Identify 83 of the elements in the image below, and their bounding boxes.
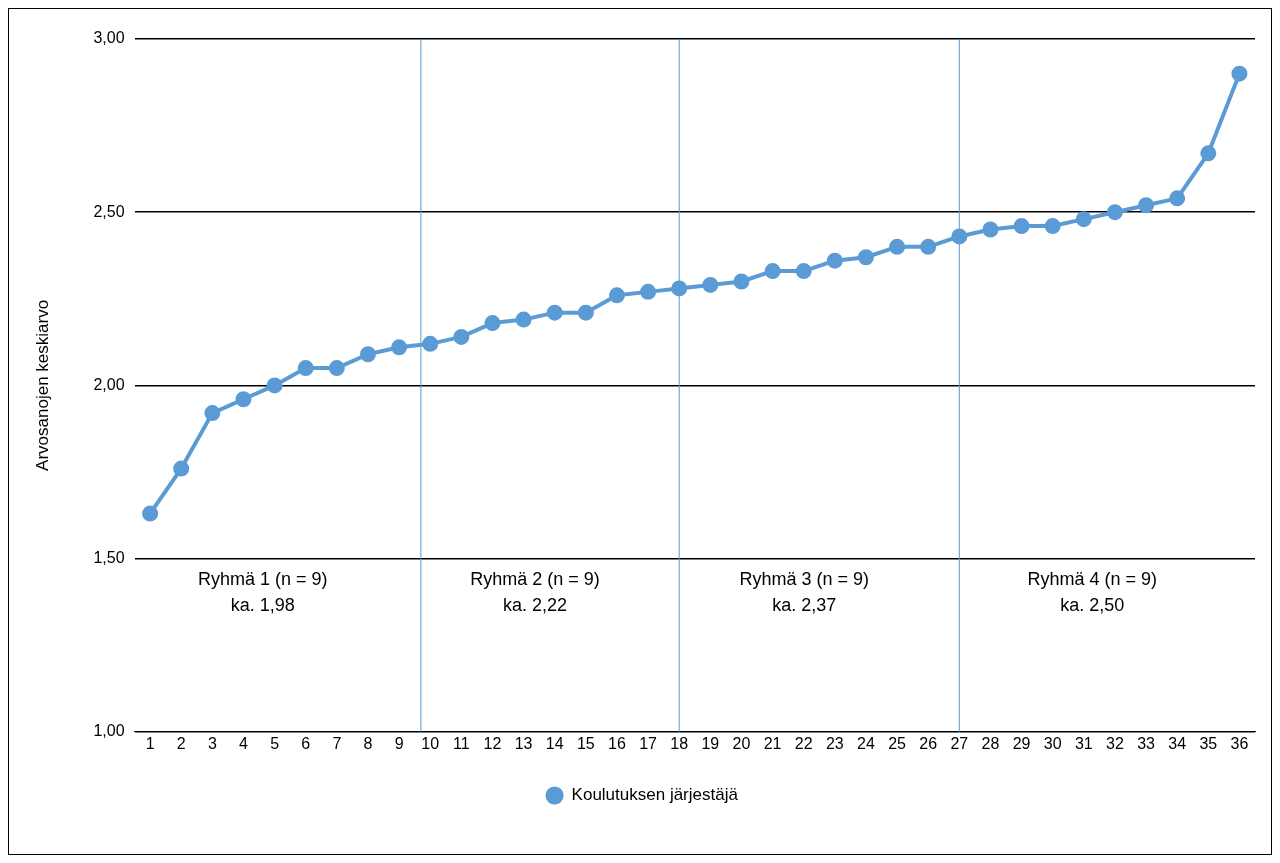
- point: [795, 263, 812, 280]
- x-tick-label: 14: [545, 734, 564, 752]
- x-tick-label: 3: [207, 734, 217, 752]
- x-tick-label: 10: [421, 734, 440, 752]
- point: [484, 315, 501, 332]
- point: [1013, 218, 1030, 235]
- x-tick-label: 4: [239, 734, 249, 752]
- point: [640, 283, 657, 300]
- point: [920, 238, 937, 255]
- y-tick-label: 1,00: [93, 722, 125, 740]
- point: [702, 276, 719, 293]
- x-tick-label: 28: [981, 734, 1000, 752]
- point: [857, 249, 874, 266]
- point: [577, 304, 594, 321]
- point: [1200, 145, 1217, 162]
- y-tick-label: 2,50: [93, 202, 125, 220]
- point: [1138, 197, 1155, 214]
- x-tick-label: 1: [145, 734, 155, 752]
- point: [764, 263, 781, 280]
- x-tick-label: 29: [1012, 734, 1031, 752]
- point: [515, 311, 532, 328]
- point: [266, 377, 283, 394]
- x-tick-label: 16: [608, 734, 626, 752]
- point: [889, 238, 906, 255]
- point: [546, 304, 563, 321]
- point: [297, 360, 314, 377]
- point: [453, 328, 470, 345]
- x-tick-label: 27: [950, 734, 969, 752]
- y-tick-label: 2,00: [93, 375, 125, 393]
- point: [1075, 211, 1092, 228]
- y-tick-label: 3,00: [93, 29, 125, 47]
- legend-label: Koulutuksen järjestäjä: [571, 785, 739, 805]
- x-tick-label: 8: [363, 734, 373, 752]
- x-tick-label: 17: [639, 734, 658, 752]
- point: [982, 221, 999, 238]
- point: [142, 505, 159, 522]
- x-tick-label: 22: [794, 734, 813, 752]
- x-tick-label: 2: [176, 734, 186, 752]
- point: [826, 252, 843, 269]
- point: [608, 287, 625, 304]
- annotation: Ryhmä 3 (n = 9) ka. 2,37: [739, 569, 870, 616]
- x-tick-label: 34: [1168, 734, 1187, 752]
- annotation: Ryhmä 2 (n = 9) ka. 2,22: [470, 569, 600, 616]
- x-tick-label: 26: [919, 734, 938, 752]
- point: [359, 346, 376, 363]
- x-tick-label: 20: [732, 734, 751, 752]
- x-tick-label: 19: [701, 734, 720, 752]
- point: [671, 280, 688, 297]
- x-tick-label: 33: [1137, 734, 1156, 752]
- annotation: Ryhmä 4 (n = 9) ka. 2,50: [1027, 569, 1157, 616]
- point: [733, 273, 750, 290]
- point: [1044, 218, 1061, 235]
- x-tick-label: 9: [394, 734, 404, 752]
- point: [328, 360, 345, 377]
- x-tick-label: 36: [1230, 734, 1249, 752]
- point: [1106, 204, 1123, 221]
- x-tick-label: 32: [1106, 734, 1124, 752]
- point: [951, 228, 968, 245]
- y-tick-label: 1,50: [93, 549, 125, 567]
- x-tick-label: 18: [670, 734, 689, 752]
- x-tick-label: 35: [1199, 734, 1218, 752]
- point: [173, 460, 190, 477]
- x-tick-label: 12: [483, 734, 502, 752]
- point: [422, 335, 439, 352]
- x-tick-label: 23: [825, 734, 844, 752]
- annotation: Ryhmä 1 (n = 9) ka. 1,98: [197, 569, 328, 616]
- x-tick-label: 25: [888, 734, 907, 752]
- point: [391, 339, 408, 356]
- point: [1169, 190, 1186, 207]
- x-tick-label: 11: [453, 734, 470, 752]
- x-tick-label: 30: [1043, 734, 1062, 752]
- x-tick-label: 7: [332, 734, 342, 752]
- x-tick-label: 13: [514, 734, 533, 752]
- point: [204, 405, 221, 422]
- x-tick-label: 15: [576, 734, 595, 752]
- point: [1231, 65, 1248, 82]
- x-tick-label: 6: [301, 734, 311, 752]
- x-tick-label: 31: [1074, 734, 1093, 752]
- point: [235, 391, 252, 408]
- x-tick-label: 24: [857, 734, 875, 752]
- y-axis-title: Arvosanojen keskiarvo: [32, 299, 52, 471]
- x-tick-label: 21: [763, 734, 782, 752]
- x-tick-label: 5: [270, 734, 280, 752]
